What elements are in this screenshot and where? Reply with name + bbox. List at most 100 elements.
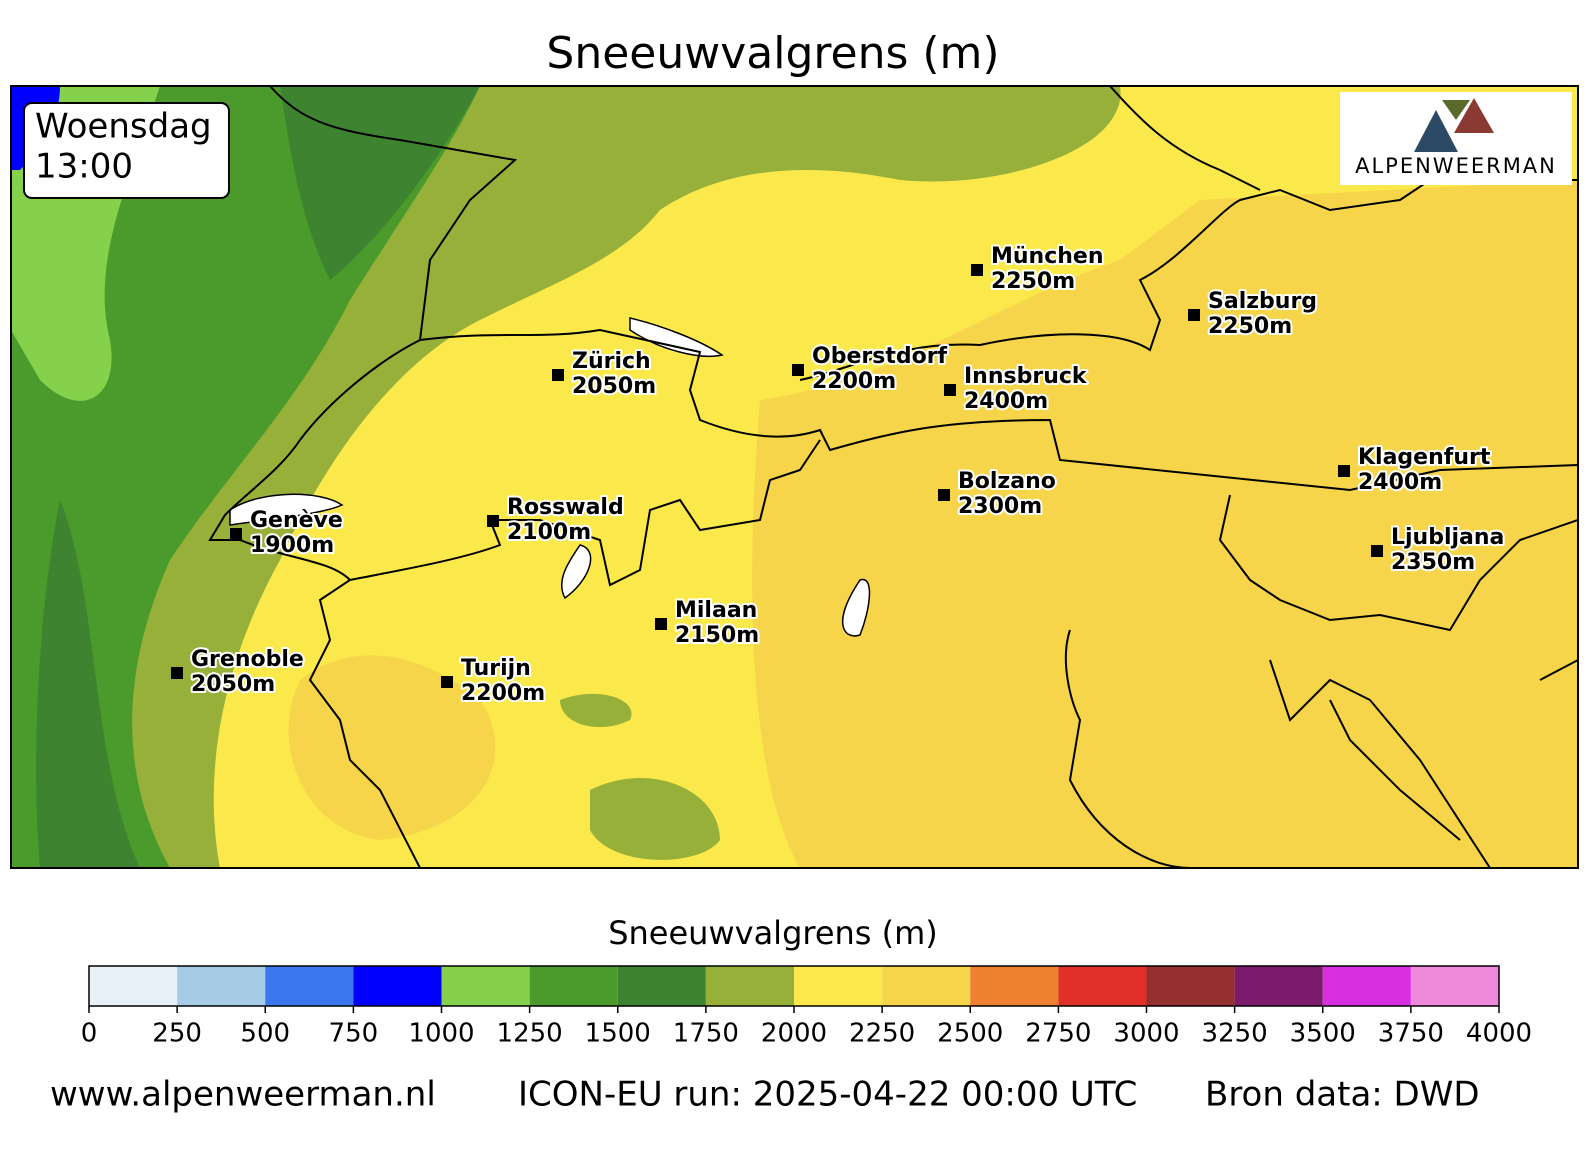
city-name: Bolzano <box>958 469 1056 494</box>
city-snowline: 2350m <box>1391 550 1475 575</box>
border <box>1218 494 1578 632</box>
colorbar-segment <box>1322 966 1411 1006</box>
colorbar-segment <box>1234 966 1323 1006</box>
city-name: Oberstdorf <box>812 344 948 369</box>
region-1750 <box>560 693 720 860</box>
map-frame <box>10 85 1579 869</box>
city-marker <box>944 384 956 396</box>
border <box>1109 86 1261 191</box>
colorbar-tick-label: 500 <box>240 1019 290 1049</box>
city-name: Milaan <box>675 598 757 623</box>
city-marker <box>171 667 183 679</box>
colorbar-tick-label: 2500 <box>937 1019 1003 1049</box>
coastline <box>1064 629 1578 868</box>
footer-source: Bron data: DWD <box>1205 1075 1480 1115</box>
region-1500 <box>36 86 480 868</box>
logo-icon <box>1414 110 1458 152</box>
footer-run: ICON-EU run: 2025-04-22 00:00 UTC <box>518 1075 1137 1115</box>
colorbar-tick-label: 3250 <box>1202 1019 1268 1049</box>
city-name: Genève <box>250 508 343 533</box>
time-hour: 13:00 <box>35 147 133 187</box>
colorbar-segment <box>1058 966 1147 1006</box>
city-layer: München2250mSalzburg2250mZürich2050mOber… <box>171 242 1506 708</box>
city-snowline: 2050m <box>191 672 275 697</box>
city-marker <box>441 676 453 688</box>
city-snowline: 2400m <box>964 389 1048 414</box>
city-snowline: 2250m <box>1208 314 1292 339</box>
logo-text: ALPENWEERMAN <box>1355 154 1557 178</box>
colorbar-segment <box>265 966 354 1006</box>
time-box <box>23 102 230 199</box>
city-marker <box>1338 465 1350 477</box>
colorbar-segment <box>705 966 794 1006</box>
city-snowline: 2300m <box>958 494 1042 519</box>
city-name: Innsbruck <box>964 364 1088 389</box>
title: Sneeuwvalgrens (m) <box>546 28 999 79</box>
region-2250 <box>752 180 1578 868</box>
colorbar-segment <box>353 966 442 1006</box>
city-snowline: 2050m <box>572 374 656 399</box>
colorbar-segment <box>882 966 971 1006</box>
city-name: Grenoble <box>191 647 304 672</box>
city-snowline: 2200m <box>812 369 896 394</box>
city-snowline: 2100m <box>507 520 591 545</box>
city-marker <box>487 515 499 527</box>
colorbar: 0 250 500 750 1000 1250 1500 1750 2000 2250 2500 27… <box>81 965 1532 1049</box>
map <box>11 86 1578 868</box>
colorbar-segment <box>617 966 706 1006</box>
city-snowline: 2150m <box>675 623 759 648</box>
city-marker <box>792 364 804 376</box>
colorbar-tick-label: 2250 <box>849 1019 915 1049</box>
city-marker <box>938 489 950 501</box>
colorbar-tick-label: 3500 <box>1290 1019 1356 1049</box>
colorbar-segment <box>794 966 883 1006</box>
border <box>208 86 518 868</box>
city-snowline: 1900m <box>250 533 334 558</box>
colorbar-tick-label: 3750 <box>1378 1019 1444 1049</box>
colorbar-segment <box>970 966 1059 1006</box>
colorbar-segment <box>1146 966 1235 1006</box>
footer-website: www.alpenweerman.nl <box>50 1075 436 1115</box>
border <box>349 439 821 587</box>
city-name: Ljubljana <box>1391 525 1504 550</box>
colorbar-tick-label: 1250 <box>497 1019 563 1049</box>
city-marker <box>655 618 667 630</box>
colorbar-tick-label: 1000 <box>408 1019 474 1049</box>
region-1500 <box>11 86 480 868</box>
border <box>799 179 1578 381</box>
colorbar-label: Sneeuwvalgrens (m) <box>608 914 938 952</box>
logo-icon <box>1442 100 1470 120</box>
colorbar-segment <box>1410 966 1499 1006</box>
city-marker <box>230 528 242 540</box>
city-name: Zürich <box>572 349 651 374</box>
time-day: Woensdag <box>35 107 212 147</box>
border <box>419 328 1578 492</box>
colorbar-tick-label: 750 <box>329 1019 379 1049</box>
colorbar-tick-label: 250 <box>152 1019 202 1049</box>
colorbar-tick-label: 3000 <box>1113 1019 1179 1049</box>
colorbar-tick-label: 0 <box>81 1019 98 1049</box>
colorbar-tick-label: 1750 <box>673 1019 739 1049</box>
colorbar-segment <box>89 966 178 1006</box>
colorbar-tick-label: 4000 <box>1466 1019 1532 1049</box>
colorbar-segment <box>441 966 530 1006</box>
colorbar-segment <box>177 966 266 1006</box>
city-snowline: 2400m <box>1358 470 1442 495</box>
city-name: Rosswald <box>507 495 624 520</box>
city-marker <box>1371 545 1383 557</box>
city-marker <box>971 264 983 276</box>
colorbar-tick-label: 2000 <box>761 1019 827 1049</box>
city-snowline: 2200m <box>461 681 545 706</box>
city-name: Klagenfurt <box>1358 445 1491 470</box>
logo-icon <box>1454 98 1494 133</box>
city-name: Salzburg <box>1208 289 1317 314</box>
colorbar-segment <box>529 966 618 1006</box>
colorbar-tick-label: 1500 <box>585 1019 651 1049</box>
city-name: München <box>991 244 1104 269</box>
region-2250 <box>288 655 496 840</box>
city-marker <box>552 369 564 381</box>
colorbar-tick-label: 2750 <box>1025 1019 1091 1049</box>
city-snowline: 2250m <box>991 269 1075 294</box>
lake <box>229 317 871 637</box>
